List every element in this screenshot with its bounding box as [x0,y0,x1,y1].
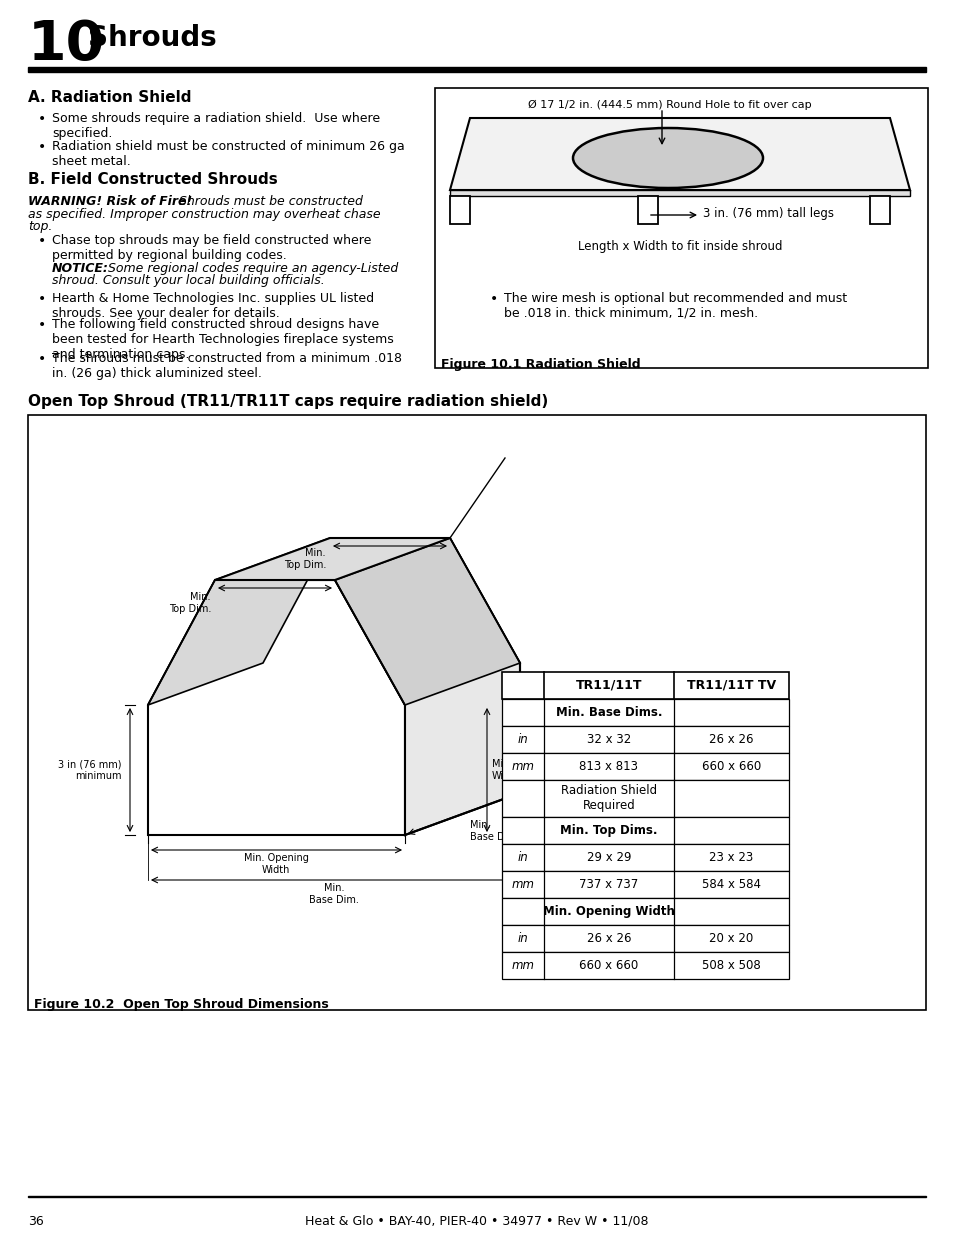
Text: TR11/11T TV: TR11/11T TV [686,679,775,692]
Text: •: • [38,233,46,248]
Bar [501,781,788,818]
Bar [869,196,889,224]
Bar [450,196,470,224]
Bar [501,952,788,979]
Ellipse shape [573,128,762,188]
Bar [501,844,788,871]
Bar [28,1195,925,1197]
Text: 26 x 26: 26 x 26 [708,734,753,746]
Text: Min. Top Dims.: Min. Top Dims. [559,824,657,837]
Text: Min.
Top Dim.: Min. Top Dim. [283,548,326,569]
Text: 508 x 508: 508 x 508 [701,960,760,972]
Text: The shrouds must be constructed from a minimum .018
in. (26 ga) thick aluminized: The shrouds must be constructed from a m… [52,352,401,380]
Text: Min.
Base Dim.: Min. Base Dim. [470,820,519,841]
Text: Min.
Top Dim.: Min. Top Dim. [169,592,211,614]
Text: in: in [517,851,528,864]
Polygon shape [148,538,330,705]
Bar [501,726,788,753]
Text: 32 x 32: 32 x 32 [586,734,631,746]
Text: B. Field Constructed Shrouds: B. Field Constructed Shrouds [28,172,277,186]
Polygon shape [214,538,450,580]
Text: WARNING! Risk of Fire!: WARNING! Risk of Fire! [28,195,193,207]
Text: 10: 10 [28,19,105,72]
Text: 20 x 20: 20 x 20 [709,932,753,945]
Text: Some regional codes require an agency-Listed: Some regional codes require an agency-Li… [104,262,397,275]
Polygon shape [335,538,519,835]
Text: 3 in (76 mm)
minimum: 3 in (76 mm) minimum [58,760,122,781]
Text: Ø 17 1/2 in. (444.5 mm) Round Hole to fit over cap: Ø 17 1/2 in. (444.5 mm) Round Hole to fi… [528,100,811,110]
Text: Min. Opening
Width: Min. Opening Width [492,760,557,781]
Polygon shape [450,119,909,190]
Text: Heat & Glo • BAY-40, PIER-40 • 34977 • Rev W • 11/08: Heat & Glo • BAY-40, PIER-40 • 34977 • R… [305,1215,648,1228]
Text: in: in [517,734,528,746]
Text: mm: mm [511,878,534,890]
Bar [638,196,658,224]
Bar [501,925,788,952]
Text: Hearth & Home Technologies Inc. supplies UL listed
shrouds. See your dealer for : Hearth & Home Technologies Inc. supplies… [52,291,374,320]
Text: 737 x 737: 737 x 737 [578,878,638,890]
Text: Chase top shrouds may be field constructed where
permitted by regional building : Chase top shrouds may be field construct… [52,233,371,262]
Bar [435,88,927,368]
Text: Radiation Shield
Required: Radiation Shield Required [560,784,657,813]
Text: top.: top. [28,220,52,233]
Text: 29 x 29: 29 x 29 [586,851,631,864]
Text: •: • [38,140,46,154]
Text: mm: mm [511,760,534,773]
Text: Some shrouds require a radiation shield.  Use where
specified.: Some shrouds require a radiation shield.… [52,112,379,140]
Text: Figure 10.1 Radiation Shield: Figure 10.1 Radiation Shield [440,358,640,370]
Bar [501,699,788,726]
Text: TR11/11T: TR11/11T [576,679,641,692]
Text: The following field constructed shroud designs have
been tested for Hearth Techn: The following field constructed shroud d… [52,317,394,361]
Text: NOTICE:: NOTICE: [52,262,109,275]
Text: as specified. Improper construction may overheat chase: as specified. Improper construction may … [28,207,380,221]
Text: 23 x 23: 23 x 23 [709,851,753,864]
Text: The wire mesh is optional but recommended and must
be .018 in. thick minimum, 1/: The wire mesh is optional but recommende… [503,291,846,320]
Text: Figure 10.2  Open Top Shroud Dimensions: Figure 10.2 Open Top Shroud Dimensions [34,998,329,1011]
Bar [28,67,925,72]
Text: 584 x 584: 584 x 584 [701,878,760,890]
Text: Radiation shield must be constructed of minimum 26 ga
sheet metal.: Radiation shield must be constructed of … [52,140,404,168]
Polygon shape [148,580,405,835]
Text: 660 x 660: 660 x 660 [578,960,638,972]
Text: A. Radiation Shield: A. Radiation Shield [28,90,192,105]
Text: in: in [517,932,528,945]
Text: Length x Width to fit inside shroud: Length x Width to fit inside shroud [578,240,781,253]
Text: •: • [38,291,46,306]
Bar [501,818,788,844]
Text: Shrouds must be constructed: Shrouds must be constructed [174,195,362,207]
Text: Min. Opening Width: Min. Opening Width [542,905,674,918]
Text: 660 x 660: 660 x 660 [701,760,760,773]
Text: •: • [490,291,497,306]
Bar [28,415,925,1010]
Bar [501,898,788,925]
Text: Open Top Shroud (TR11/TR11T caps require radiation shield): Open Top Shroud (TR11/TR11T caps require… [28,394,548,409]
Text: •: • [38,352,46,366]
Polygon shape [450,190,909,196]
Text: Shrouds: Shrouds [88,23,216,52]
Text: 26 x 26: 26 x 26 [586,932,631,945]
Bar [501,672,788,699]
Bar [501,871,788,898]
Text: •: • [38,317,46,332]
Text: shroud. Consult your local building officials.: shroud. Consult your local building offi… [52,274,324,287]
Text: mm: mm [511,960,534,972]
Bar [501,753,788,781]
Text: 36: 36 [28,1215,44,1228]
Text: 3 in. (76 mm) tall legs: 3 in. (76 mm) tall legs [702,206,833,220]
Text: Min.
Base Dim.: Min. Base Dim. [309,883,358,904]
Text: Min. Opening
Width: Min. Opening Width [243,853,308,874]
Text: 813 x 813: 813 x 813 [578,760,638,773]
Polygon shape [335,538,519,705]
Text: •: • [38,112,46,126]
Text: Min. Base Dims.: Min. Base Dims. [556,706,661,719]
